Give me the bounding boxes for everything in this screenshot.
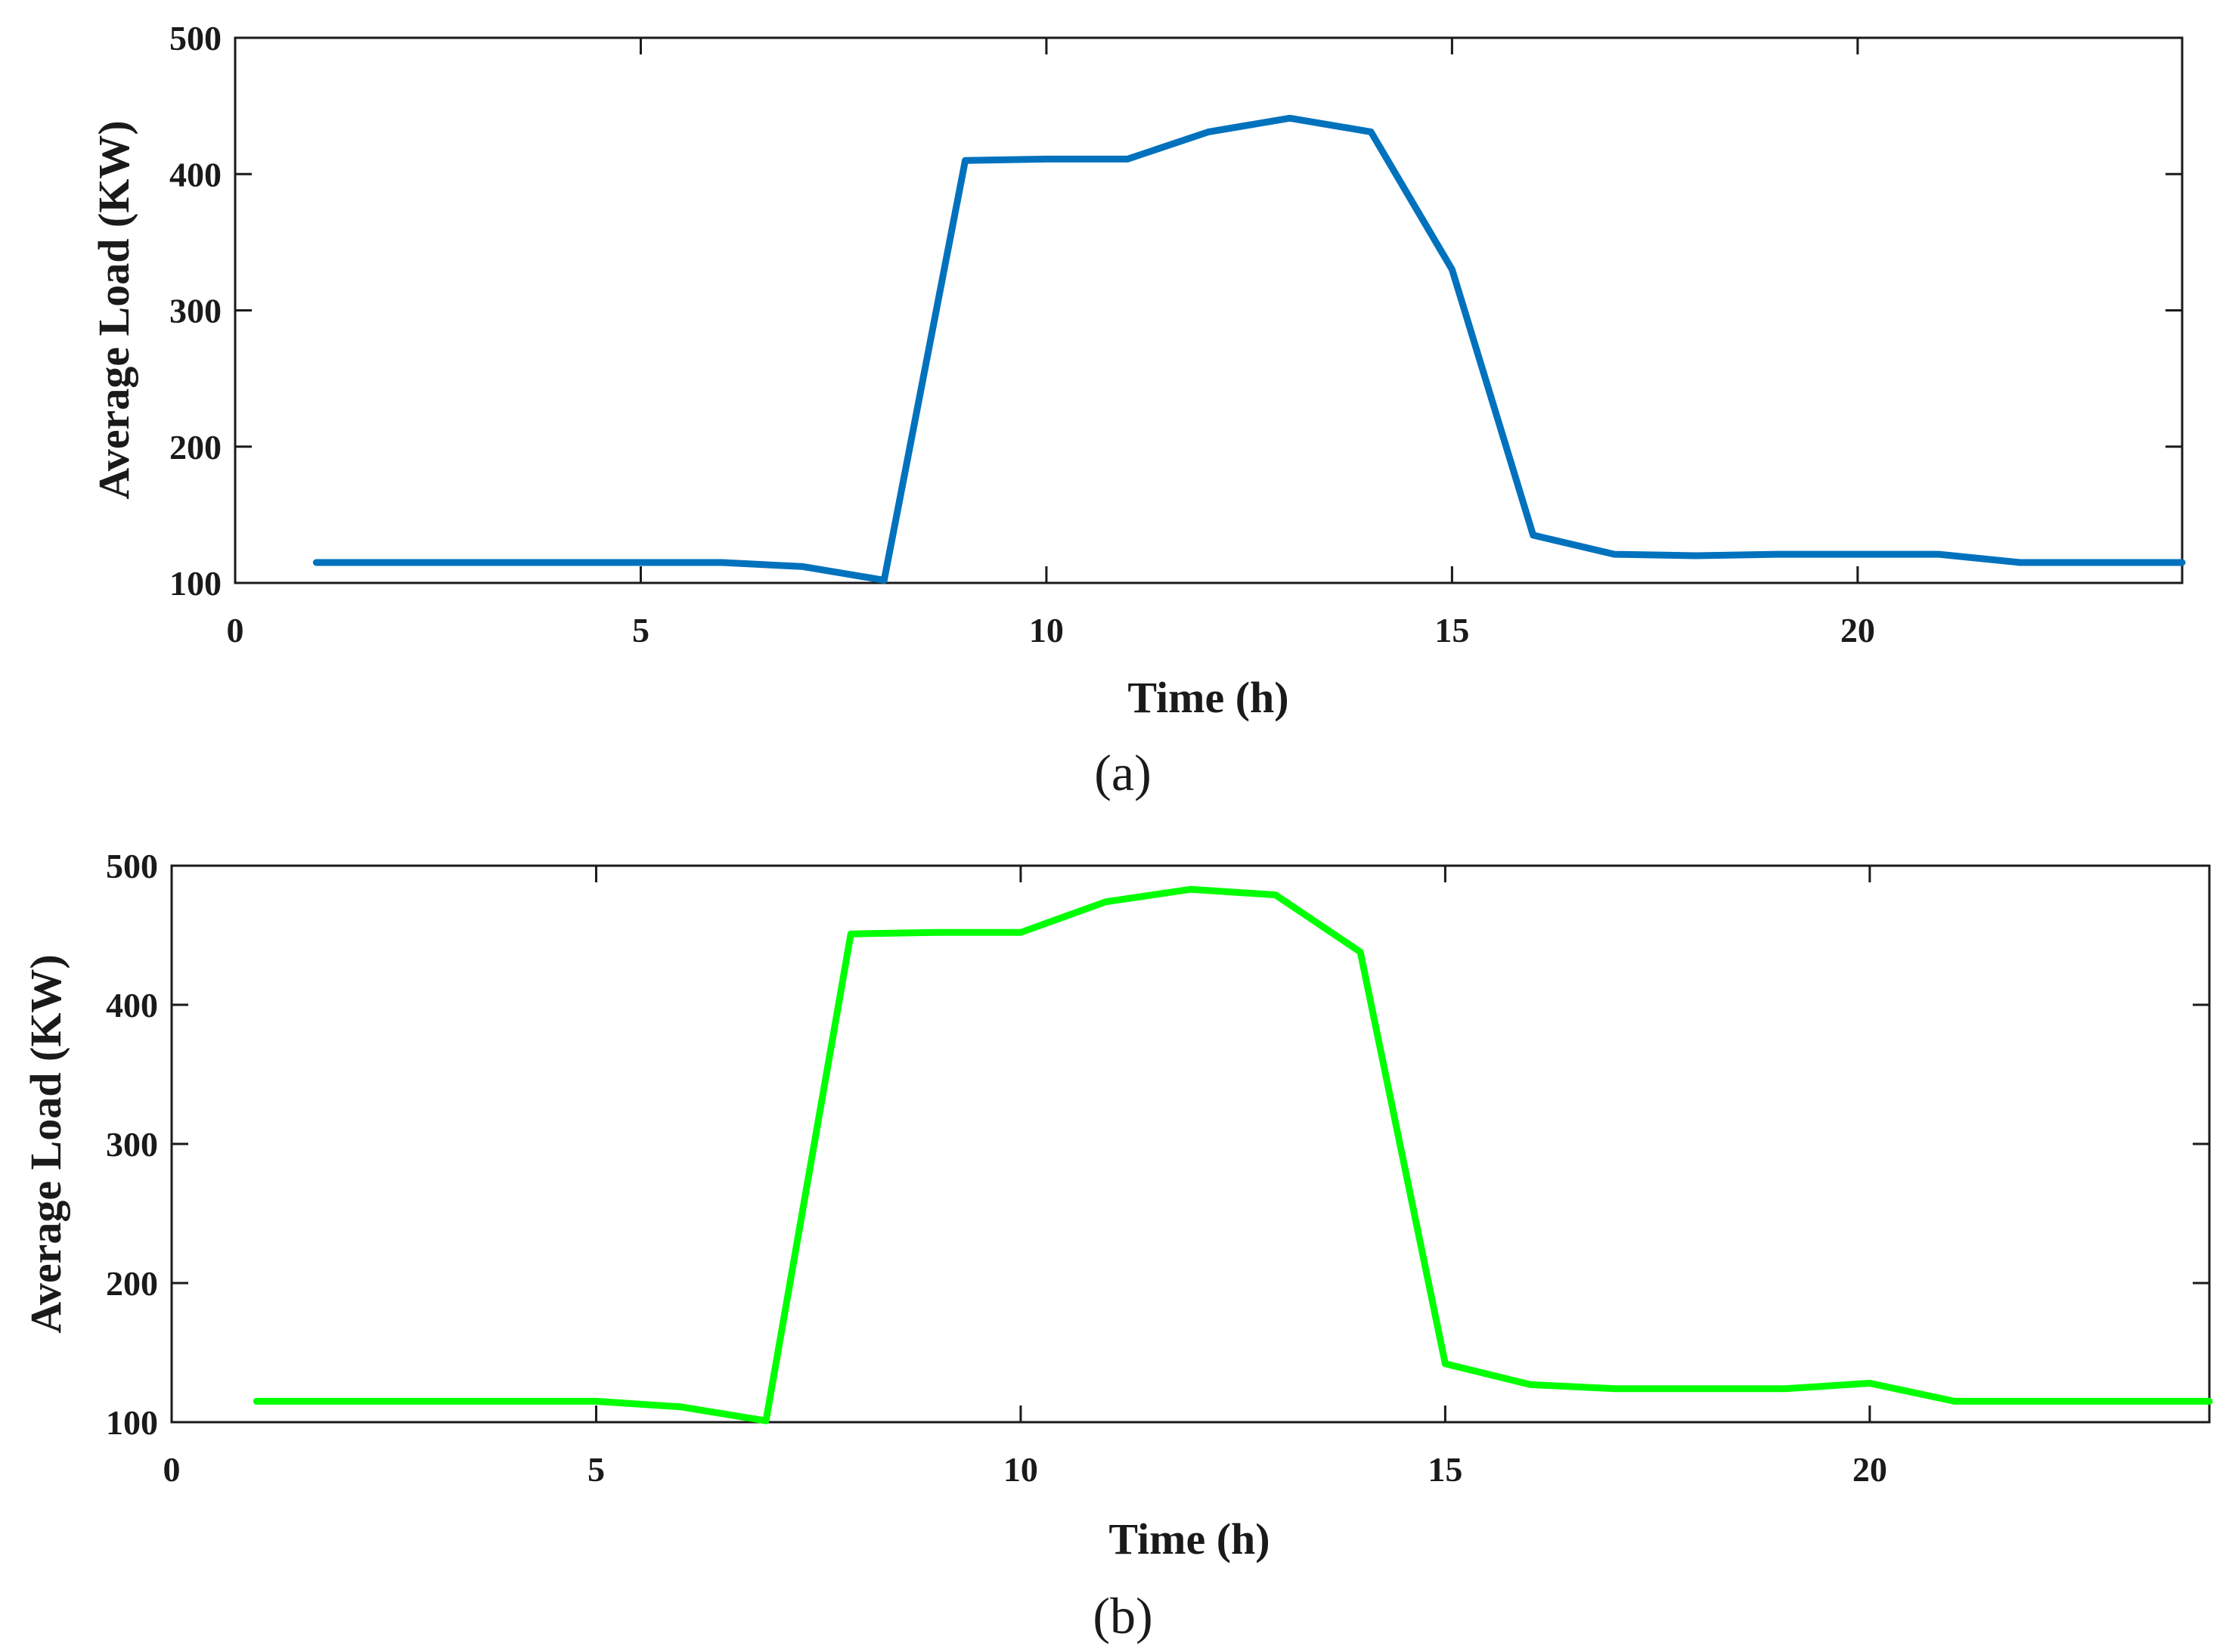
y-axis-label: Average Load (KW): [21, 954, 70, 1334]
panel-caption: (a): [1094, 744, 1151, 801]
y-tick-labels: 100 200 300 400 500: [106, 847, 158, 1442]
series-line: [253, 885, 2213, 1424]
plot-frame: [170, 864, 2211, 1424]
y-tick-label: 300: [169, 292, 222, 330]
x-tick-label: 20: [1840, 611, 1875, 649]
x-axis-label: Time (h): [1108, 1514, 1270, 1564]
y-tick-label: 100: [169, 564, 222, 603]
y-axis-label: Average Load (KW): [89, 120, 138, 500]
tick-marks: [234, 36, 2182, 584]
x-tick-label: 10: [1003, 1450, 1038, 1489]
y-tick-label: 200: [169, 428, 222, 466]
y-tick-label: 500: [169, 19, 222, 57]
chart-panel-b: 0 5 10 15 20 100 200 300 400 500 Time (h) Averag…: [21, 847, 2213, 1644]
chart-panel-a: 0 5 10 15 20 100 200 300 400 500 Time (h) Averag…: [89, 19, 2186, 801]
y-tick-label: 400: [169, 155, 222, 194]
x-tick-label: 15: [1434, 611, 1469, 649]
x-tick-label: 5: [632, 611, 650, 649]
tick-marks: [170, 864, 2209, 1424]
y-tick-labels: 100 200 300 400 500: [169, 19, 222, 603]
y-tick-label: 300: [106, 1125, 158, 1164]
x-tick-labels: 0 5 10 15 20: [227, 611, 1875, 649]
y-tick-label: 500: [106, 847, 158, 885]
series-line: [312, 114, 2186, 584]
plot-frame: [234, 36, 2184, 584]
x-tick-label: 0: [163, 1450, 181, 1489]
x-tick-label: 10: [1029, 611, 1064, 649]
x-tick-label: 5: [588, 1450, 605, 1489]
y-tick-label: 200: [106, 1264, 158, 1303]
x-tick-label: 15: [1428, 1450, 1462, 1489]
y-tick-label: 400: [106, 986, 158, 1024]
y-tick-label: 100: [106, 1403, 158, 1442]
x-tick-label: 20: [1852, 1450, 1887, 1489]
x-tick-labels: 0 5 10 15 20: [163, 1450, 1887, 1489]
x-axis-label: Time (h): [1127, 673, 1288, 722]
panel-caption: (b): [1093, 1587, 1152, 1644]
x-tick-label: 0: [227, 611, 244, 649]
